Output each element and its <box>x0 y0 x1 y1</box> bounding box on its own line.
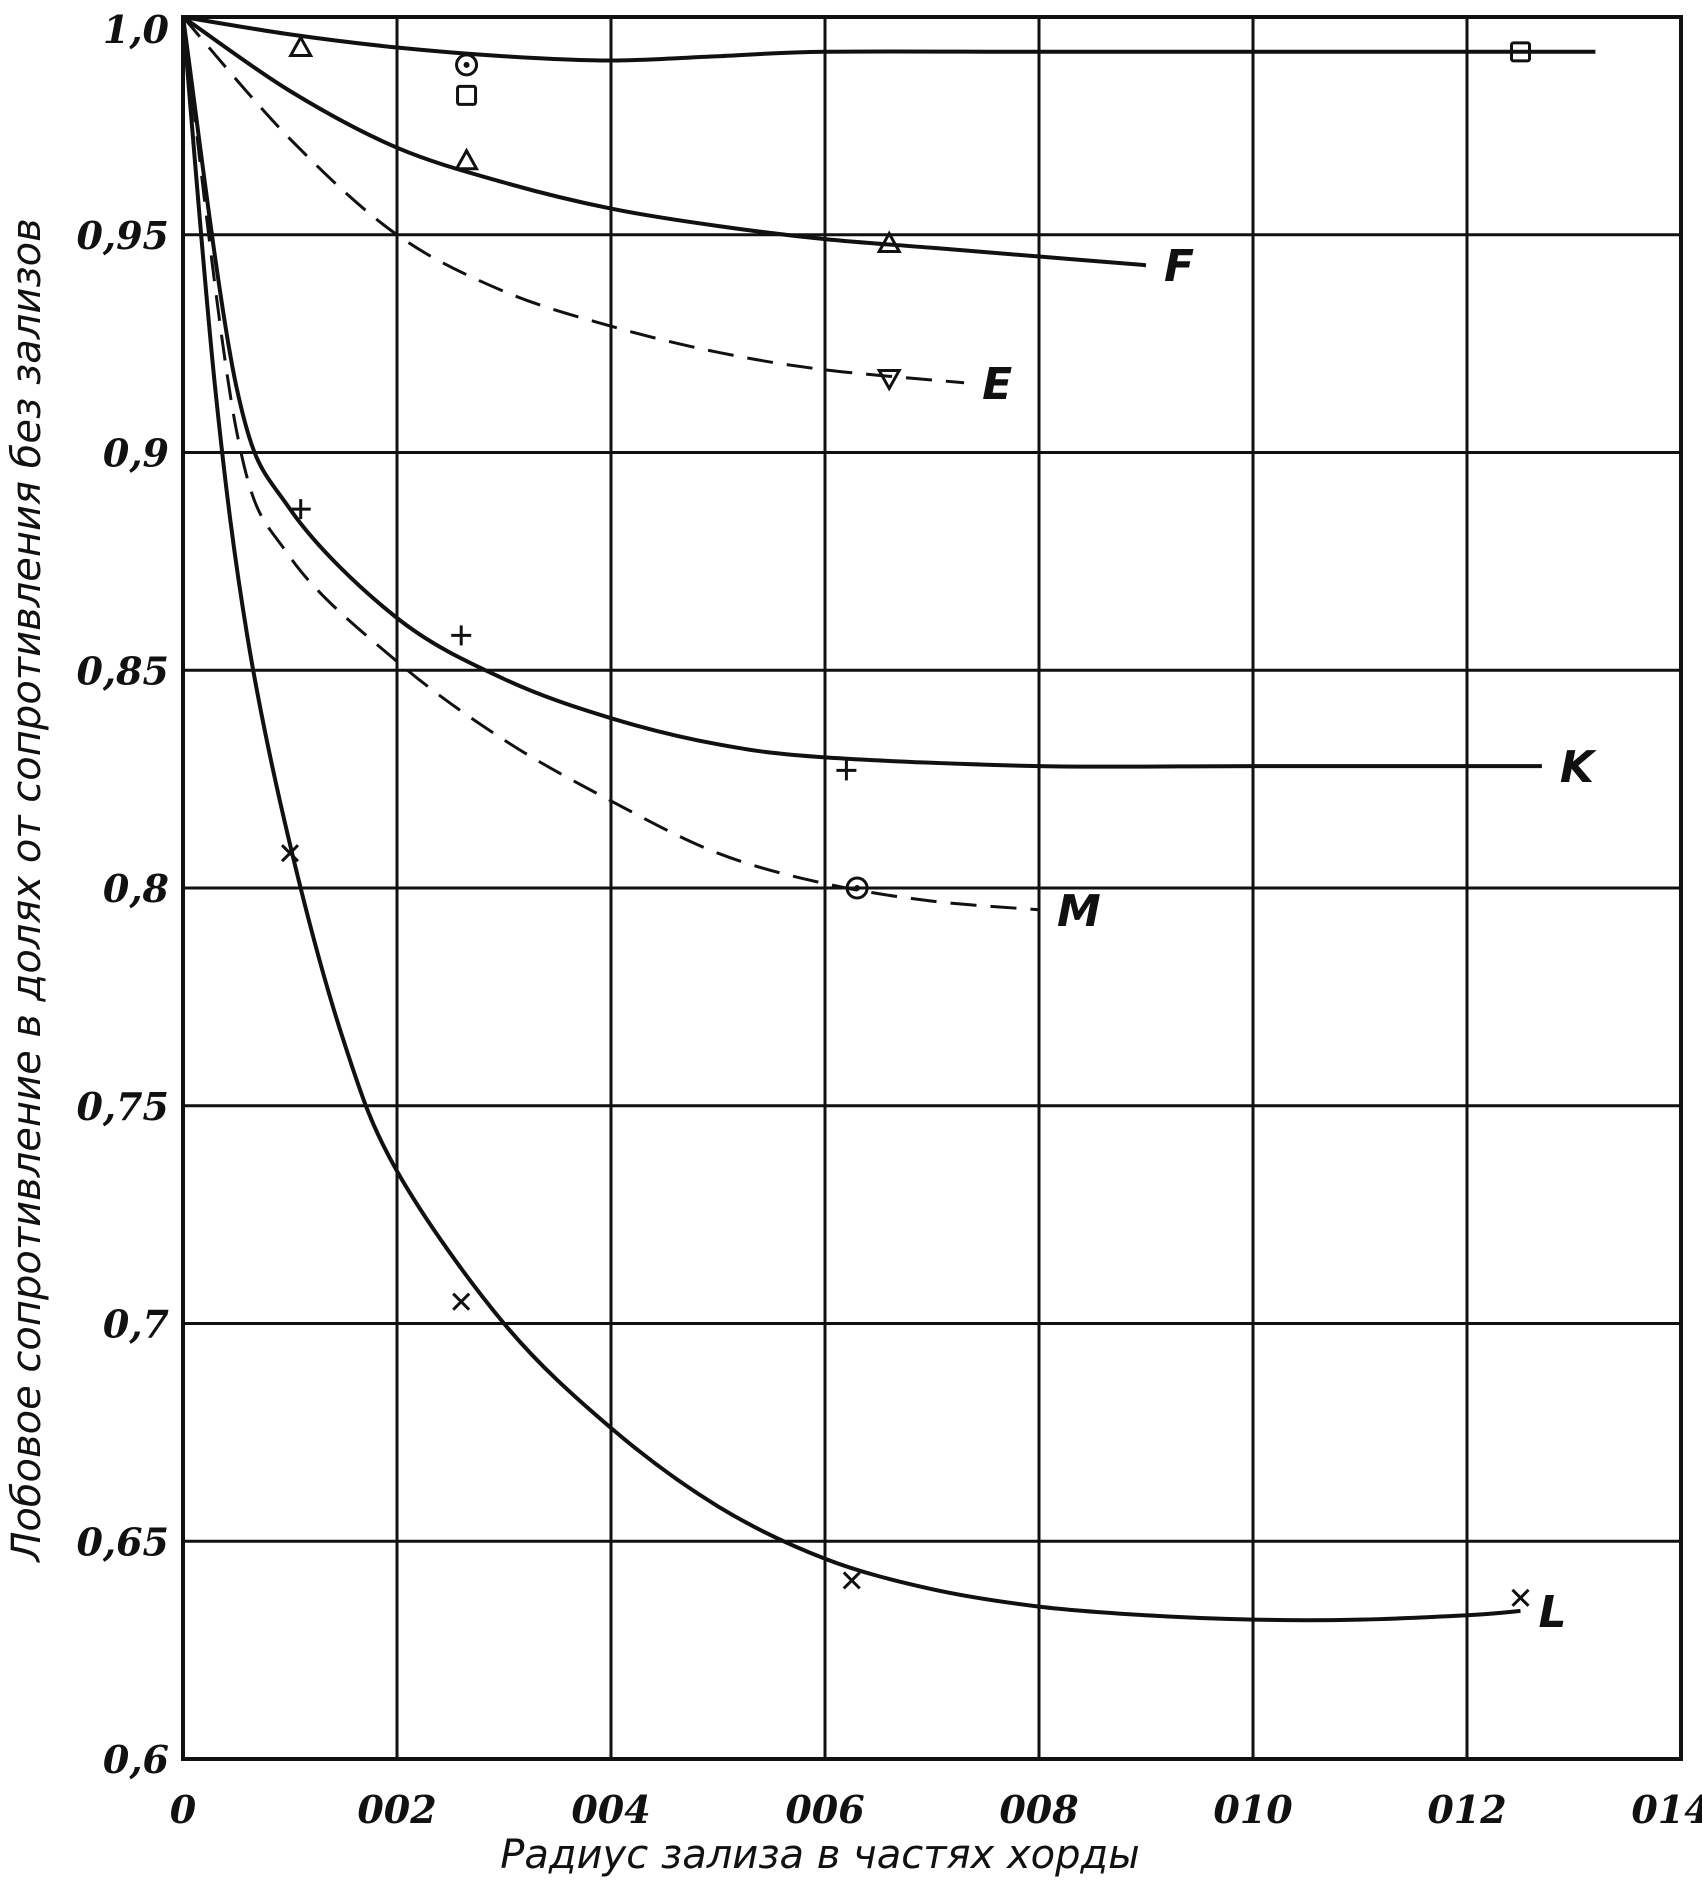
series-label-F: F <box>1164 241 1194 292</box>
y-axis-label: Лобовое сопротивление в долях от сопроти… <box>4 218 50 1563</box>
x-tick-label: 002 <box>357 1787 436 1832</box>
data-point-K-0 <box>290 499 311 520</box>
y-tick-label: 0,9 <box>103 431 169 476</box>
data-point-M-0 <box>845 876 869 900</box>
data-point-L-1 <box>452 1292 471 1311</box>
y-tick-label: 0,6 <box>103 1737 169 1782</box>
series-line-L <box>181 16 1521 1623</box>
x-tick-label: 014 <box>1631 1787 1702 1832</box>
x-tick-label: 004 <box>571 1787 650 1832</box>
marker-layer <box>280 34 1531 1607</box>
label-layer: F E K M L <box>982 241 1597 1638</box>
plot-frame <box>181 15 1683 1761</box>
x-tick-label: 008 <box>999 1787 1078 1832</box>
x-tick-label: 006 <box>785 1787 864 1832</box>
series-line-top <box>182 15 1596 63</box>
y-tick-label: 0,85 <box>76 648 169 693</box>
y-tick-label: 0,7 <box>103 1302 169 1347</box>
series-label-E: E <box>982 359 1012 410</box>
y-tick-label: 0,65 <box>76 1519 169 1564</box>
data-point-F-0 <box>288 34 314 57</box>
data-point-top-0 <box>455 53 479 77</box>
data-point-F-1 <box>454 147 480 171</box>
y-tick-label: 1,0 <box>103 7 170 52</box>
data-point-K-2 <box>836 760 857 781</box>
series-label-M: M <box>1057 886 1101 937</box>
data-point-top-2 <box>1510 41 1531 63</box>
y-tick-label: 0,75 <box>76 1084 169 1129</box>
data-point-F-2 <box>876 230 902 253</box>
data-point-L-0 <box>280 844 300 863</box>
grid <box>181 15 1683 1761</box>
x-tick-label: 012 <box>1427 1787 1506 1832</box>
x-axis-label: Радиус зализа в частях хорды <box>500 1832 1139 1878</box>
series-layer <box>181 15 1596 1623</box>
series-line-K <box>181 16 1542 769</box>
series-line-M <box>181 16 1040 912</box>
data-point-K-1 <box>451 625 472 646</box>
series-label-L: L <box>1539 1587 1567 1638</box>
data-point-L-3 <box>1511 1588 1530 1607</box>
tick-labels: 0 002 004 006 008 010 012 014 1,0 0,95 0,9 0,85 0,8 0… <box>76 7 1702 1832</box>
x-tick-label: 010 <box>1213 1787 1293 1832</box>
series-label-K: K <box>1560 742 1597 793</box>
y-tick-label: 0,8 <box>103 866 169 911</box>
series-line-F <box>181 15 1147 268</box>
series-line-E <box>181 16 965 385</box>
data-point-E-0 <box>876 368 902 392</box>
x-tick-label: 0 <box>170 1787 197 1832</box>
data-point-L-2 <box>842 1571 861 1590</box>
y-tick-label: 0,95 <box>76 213 169 258</box>
data-point-top-1 <box>456 84 478 106</box>
